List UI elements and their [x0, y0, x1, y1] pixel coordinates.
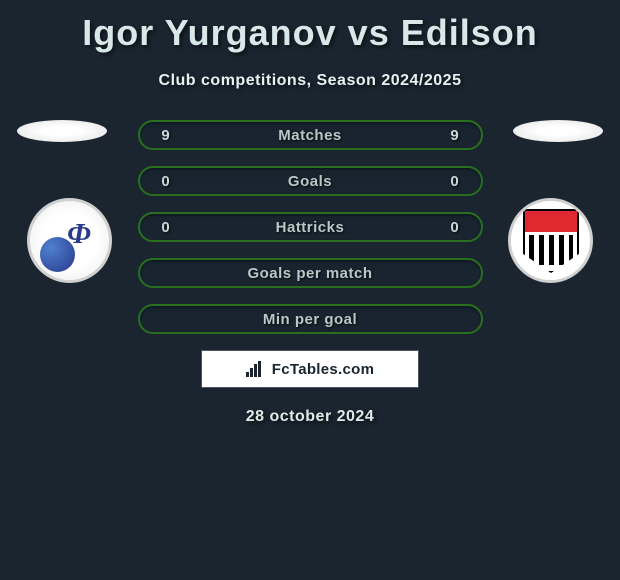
stat-row-goals-per-match: Goals per match	[138, 258, 483, 288]
team-ellipse-right	[513, 120, 603, 142]
stat-row-min-per-goal: Min per goal	[138, 304, 483, 334]
fakel-logo-icon	[30, 201, 109, 280]
page-subtitle: Club competitions, Season 2024/2025	[0, 72, 620, 90]
chart-icon	[246, 361, 266, 377]
stat-value-left: 9	[156, 127, 176, 144]
attribution-text: FcTables.com	[272, 361, 375, 378]
stat-label: Goals per match	[247, 265, 372, 282]
stat-value-right: 0	[445, 173, 465, 190]
stat-value-right: 9	[445, 127, 465, 144]
team-logo-right	[508, 198, 593, 283]
team-logo-left	[27, 198, 112, 283]
stat-row-matches: 9 Matches 9	[138, 120, 483, 150]
stat-row-goals: 0 Goals 0	[138, 166, 483, 196]
stats-container: 9 Matches 9 0 Goals 0 0 Hattricks 0 Goal…	[0, 120, 620, 426]
team-ellipse-left	[17, 120, 107, 142]
stat-label: Min per goal	[263, 311, 357, 328]
attribution-box: FcTables.com	[201, 350, 419, 388]
date-label: 28 october 2024	[0, 408, 620, 426]
stat-value-left: 0	[156, 173, 176, 190]
stat-value-right: 0	[444, 219, 464, 236]
page-title: Igor Yurganov vs Edilson	[0, 0, 620, 54]
stat-label: Goals	[288, 173, 332, 190]
stat-label: Hattricks	[276, 219, 345, 236]
stat-value-left: 0	[156, 219, 176, 236]
khimki-logo-icon	[511, 201, 590, 280]
stat-label: Matches	[278, 127, 342, 144]
stat-row-hattricks: 0 Hattricks 0	[138, 212, 483, 242]
